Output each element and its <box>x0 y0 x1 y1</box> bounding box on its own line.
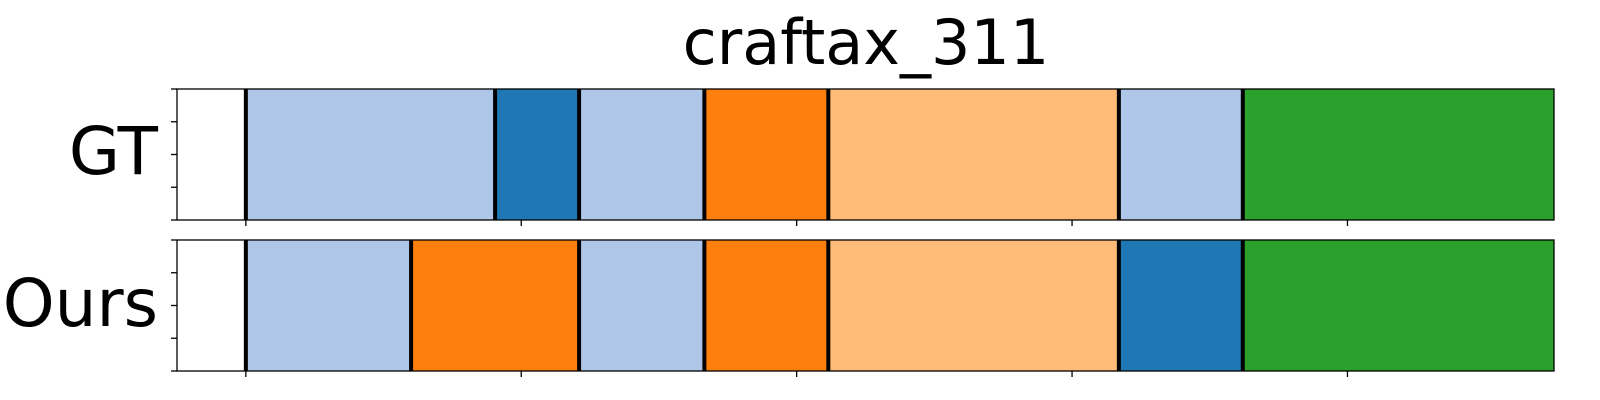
chart-title: craftax_311 <box>683 6 1050 79</box>
segment-orange <box>704 240 829 371</box>
segment-dark-blue <box>1118 240 1243 371</box>
plot-frame <box>176 88 1555 221</box>
plot-frame <box>176 239 1555 372</box>
segment-light-orange <box>828 240 1119 371</box>
segment-green <box>1242 89 1554 220</box>
segment-orange <box>411 240 580 371</box>
segment-light-blue <box>245 89 496 220</box>
segment-orange <box>704 89 829 220</box>
row-ours: Ours <box>3 239 1555 377</box>
row-label: Ours <box>3 265 158 342</box>
segment-green <box>1242 240 1554 371</box>
segment-light-blue <box>1118 89 1243 220</box>
row-gt: GT <box>69 88 1555 226</box>
segment-light-blue <box>579 89 705 220</box>
segment-light-blue <box>579 240 705 371</box>
segment-light-orange <box>828 89 1119 220</box>
row-label: GT <box>69 113 159 190</box>
segment-dark-blue <box>495 89 580 220</box>
segment-light-blue <box>245 240 412 371</box>
